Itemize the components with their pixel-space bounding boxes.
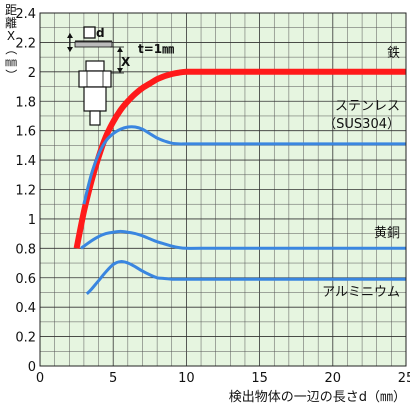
d-arrow-down-icon	[67, 47, 73, 52]
x-tick-label: 25	[398, 371, 410, 386]
y-tick-label: 1.2	[15, 184, 36, 199]
y-tick-label: 2	[28, 66, 36, 81]
x-tick-label: 10	[178, 371, 195, 386]
inset-d-label: d	[96, 26, 105, 40]
y-tick-label: 0.8	[15, 242, 36, 257]
x-arrow-up-icon	[117, 47, 123, 52]
x-tick-labels: 0 5 10 15 20 25	[36, 371, 410, 386]
sensor-nut-icon	[78, 70, 112, 88]
y-tick-label: 0	[28, 360, 36, 375]
x-tick-label: 0	[36, 371, 44, 386]
series-layer	[73, 68, 406, 296]
series-label-1: 鉄	[387, 46, 400, 61]
y-axis-title-char: 離	[5, 16, 17, 30]
sensor-head-icon	[85, 60, 105, 72]
inset-thickness-label: t=1㎜	[138, 42, 174, 56]
y-tick-label: 2.2	[15, 36, 36, 51]
y-tick-label: 2.4	[15, 7, 36, 22]
x-axis-title: 検出物体の一辺の長さd（㎜）	[229, 390, 406, 405]
y-axis-title: 距離X（㎜）	[4, 3, 18, 81]
series-label-2: ステンレス	[335, 99, 400, 114]
y-axis-title-char: X	[7, 29, 15, 43]
sensor-inset-diagram: d X t=1㎜	[67, 26, 174, 126]
x-tick-label: 15	[251, 371, 268, 386]
y-axis-title-char: 距	[5, 3, 17, 17]
sensor-cable-icon	[89, 110, 101, 126]
y-tick-labels: 0 0.2 0.4 0.6 0.8 1 1.2 1.4 1.6 1.8 2 2.2 2.4	[15, 7, 36, 375]
y-tick-label: 1	[28, 213, 36, 228]
plot-frame	[39, 12, 407, 367]
y-tick-label: 1.6	[15, 125, 36, 140]
y-axis-title-char: ㎜	[5, 55, 17, 69]
y-axis-title-char: （	[4, 43, 18, 55]
y-tick-label: 0.2	[15, 331, 36, 346]
sensor-body-icon	[83, 86, 107, 112]
y-tick-label: 1.8	[15, 95, 36, 110]
d-arrow-up-icon	[67, 33, 73, 38]
series-label-4: アルミニウム	[322, 285, 400, 300]
x-tick-label: 5	[109, 371, 117, 386]
x-tick-label: 20	[325, 371, 342, 386]
series-line-4	[85, 260, 406, 296]
target-plate-icon	[83, 26, 96, 39]
plate-hatch-icon	[74, 41, 113, 48]
series-line-2	[82, 125, 406, 205]
series-label-2: （SUS304）	[323, 117, 400, 132]
y-tick-label: 0.6	[15, 272, 36, 287]
y-tick-label: 1.4	[15, 154, 36, 169]
x-arrow-down-icon	[117, 68, 123, 73]
y-axis-title-char: ）	[4, 69, 18, 81]
series-line-3	[80, 229, 406, 250]
y-tick-label: 0.4	[15, 301, 36, 316]
inset-x-label: X	[121, 55, 131, 69]
series-label-3: 黄銅	[374, 226, 400, 241]
